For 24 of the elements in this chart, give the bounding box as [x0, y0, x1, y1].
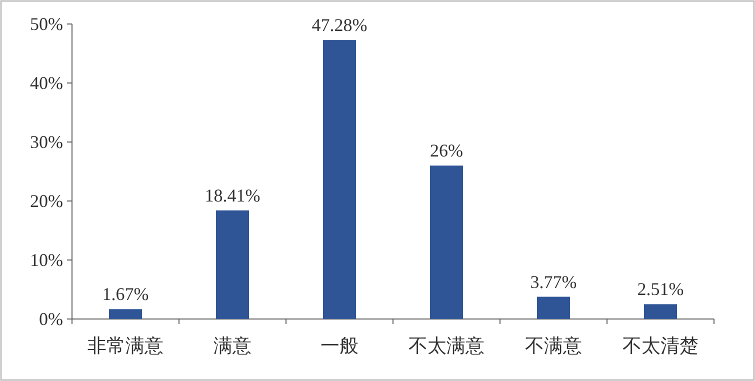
x-tick-label: 非常满意: [88, 336, 164, 357]
data-label: 47.28%: [312, 15, 368, 36]
y-tick-label: 20%: [30, 191, 63, 211]
y-tick-label: 10%: [30, 250, 63, 270]
y-tick-label: 0%: [39, 309, 63, 329]
data-label: 2.51%: [637, 279, 684, 300]
x-tick-label: 一般: [320, 336, 358, 357]
data-label: 26%: [430, 140, 463, 161]
x-tick-label: 不满意: [525, 336, 582, 357]
x-tick-label: 满意: [214, 336, 252, 357]
y-tick-label: 50%: [30, 14, 63, 34]
bar: [537, 296, 570, 319]
data-label: 1.67%: [102, 284, 149, 304]
data-label: 3.77%: [530, 272, 577, 292]
data-label: 18.41%: [204, 185, 260, 206]
bar: [109, 309, 142, 319]
x-tick-label: 不太满意: [408, 336, 484, 357]
x-tick-label: 不太清楚: [622, 336, 698, 357]
bar: [644, 304, 677, 319]
bar: [430, 166, 463, 319]
y-tick-label: 40%: [30, 73, 63, 93]
bar: [216, 210, 249, 319]
y-tick-label: 30%: [30, 132, 63, 152]
bar: [323, 40, 356, 319]
